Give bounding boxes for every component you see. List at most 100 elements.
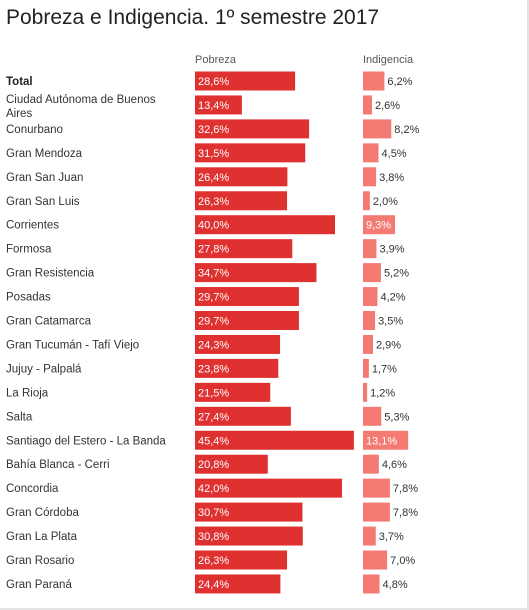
indigencia-value-label-gran-tucuman-tafi-viejo: 2,9% (376, 339, 401, 351)
category-label-santiago-del-estero-la-banda: Santiago del Estero - La Banda (6, 435, 166, 447)
indigencia-value-label-concordia: 7,8% (393, 483, 418, 495)
indigencia-bar-santiago-del-estero-la-banda (363, 430, 409, 450)
indigencia-bar-gran-rosario (363, 550, 388, 570)
indigencia-value-label-gran-cordoba: 7,8% (393, 507, 418, 519)
indigencia-bar-gran-resistencia (363, 263, 381, 283)
pobreza-bar-corrientes (195, 215, 335, 235)
indigencia-value-label-formosa: 3,9% (379, 244, 404, 256)
pobreza-value-label-jujuy-palpala: 23,8% (198, 363, 229, 375)
pobreza-value-label-posadas: 29,7% (198, 292, 229, 304)
pobreza-value-label-total: 28,6% (198, 76, 229, 88)
pobreza-value-label-conurbano: 32,6% (198, 124, 229, 136)
indigencia-bar-corrientes (363, 215, 396, 235)
indigencia-value-label-gran-la-plata: 3,7% (379, 531, 404, 543)
pobreza-bar-concordia (195, 478, 342, 498)
indigencia-value-label-gran-catamarca: 3,5% (378, 316, 403, 328)
indigencia-bar-posadas (363, 287, 378, 307)
pobreza-value-label-gran-cordoba: 30,7% (198, 507, 229, 519)
category-label-gran-san-juan: Gran San Juan (6, 172, 83, 184)
category-label-gran-catamarca: Gran Catamarca (6, 316, 92, 328)
indigencia-bar-bahia-blanca-cerri (363, 454, 379, 474)
indigencia-value-label-santiago-del-estero-la-banda: 13,1% (366, 435, 397, 447)
pobreza-bar-jujuy-palpala (195, 358, 279, 378)
indigencia-value-label-bahia-blanca-cerri: 4,6% (382, 459, 407, 471)
indigencia-bar-gran-parana (363, 574, 380, 594)
pobreza-bar-gran-san-luis (195, 191, 288, 211)
indigencia-value-label-salta: 5,3% (384, 411, 409, 423)
pobreza-column-header: Pobreza (195, 54, 237, 66)
category-label-gran-la-plata: Gran La Plata (6, 531, 78, 543)
pobreza-value-label-formosa: 27,8% (198, 244, 229, 256)
category-label-gran-parana: Gran Paraná (6, 579, 72, 591)
category-label-ciudad-autonoma-de-buenos-aires: Ciudad Autónoma de Buenos Aires (6, 94, 156, 120)
indigencia-value-label-gran-san-luis: 2,0% (373, 196, 398, 208)
pobreza-bar-ciudad-autonoma-de-buenos-aires (195, 95, 242, 115)
pobreza-bar-salta (195, 406, 291, 426)
pobreza-value-label-gran-la-plata: 30,8% (198, 531, 229, 543)
pobreza-value-label-gran-catamarca: 29,7% (198, 316, 229, 328)
indigencia-bar-jujuy-palpala (363, 358, 369, 378)
indigencia-value-label-gran-mendoza: 4,5% (382, 148, 407, 160)
indigencia-bar-la-rioja (363, 382, 368, 402)
category-label-la-rioja: La Rioja (6, 387, 49, 399)
pobreza-bar-posadas (195, 287, 299, 307)
pobreza-value-label-bahia-blanca-cerri: 20,8% (198, 459, 229, 471)
pobreza-value-label-gran-san-luis: 26,3% (198, 196, 229, 208)
pobreza-value-label-gran-san-juan: 26,4% (198, 172, 229, 184)
category-label-gran-cordoba: Gran Córdoba (6, 507, 79, 519)
indigencia-value-label-jujuy-palpala: 1,7% (372, 363, 397, 375)
indigencia-value-label-ciudad-autonoma-de-buenos-aires: 2,6% (375, 100, 400, 112)
indigencia-bar-conurbano (363, 119, 392, 139)
category-label-salta: Salta (6, 411, 33, 423)
indigencia-value-label-gran-resistencia: 5,2% (384, 268, 409, 280)
pobreza-bar-gran-cordoba (195, 502, 303, 522)
indigencia-value-label-la-rioja: 1,2% (370, 387, 395, 399)
indigencia-bar-gran-san-juan (363, 167, 377, 187)
indigencia-bar-gran-catamarca (363, 311, 376, 330)
category-label-gran-mendoza: Gran Mendoza (6, 148, 83, 160)
pobreza-value-label-concordia: 42,0% (198, 483, 229, 495)
category-label-corrientes: Corrientes (6, 220, 59, 232)
indigencia-value-label-posadas: 4,2% (380, 292, 405, 304)
pobreza-value-label-gran-parana: 24,4% (198, 579, 229, 591)
indigencia-bar-ciudad-autonoma-de-buenos-aires (363, 95, 372, 115)
category-label-gran-san-luis: Gran San Luis (6, 196, 80, 208)
pobreza-bar-gran-la-plata (195, 526, 303, 546)
pobreza-bar-total (195, 71, 296, 91)
pobreza-bar-gran-san-juan (195, 167, 288, 187)
category-label-formosa: Formosa (6, 244, 52, 256)
pobreza-bar-gran-mendoza (195, 143, 306, 163)
category-label-gran-rosario: Gran Rosario (6, 555, 74, 567)
pobreza-bar-gran-tucuman-tafi-viejo (195, 334, 281, 354)
pobreza-bar-bahia-blanca-cerri (195, 454, 268, 474)
indigencia-bar-concordia (363, 478, 390, 498)
category-label-bahia-blanca-cerri: Bahía Blanca - Cerri (6, 459, 110, 471)
category-label-jujuy-palpala: Jujuy - Palpalá (6, 363, 82, 375)
pobreza-bar-gran-parana (195, 574, 281, 594)
category-label-posadas: Posadas (6, 292, 51, 304)
indigencia-bar-salta (363, 406, 382, 426)
pobreza-bar-gran-rosario (195, 550, 288, 570)
pobreza-bar-santiago-del-estero-la-banda (195, 430, 354, 450)
pobreza-value-label-santiago-del-estero-la-banda: 45,4% (198, 435, 229, 447)
pobreza-value-label-salta: 27,4% (198, 411, 229, 423)
indigencia-value-label-corrientes: 9,3% (366, 220, 391, 232)
indigencia-bar-gran-mendoza (363, 143, 379, 163)
pobreza-value-label-gran-tucuman-tafi-viejo: 24,3% (198, 339, 229, 351)
pobreza-value-label-gran-mendoza: 31,5% (198, 148, 229, 160)
category-label-conurbano: Conurbano (6, 124, 63, 136)
indigencia-value-label-gran-rosario: 7,0% (390, 555, 415, 567)
category-label-concordia: Concordia (6, 483, 59, 495)
chart-title: Pobreza e Indigencia. 1º semestre 2017 (6, 6, 380, 29)
indigencia-column-header: Indigencia (363, 54, 414, 66)
pobreza-value-label-ciudad-autonoma-de-buenos-aires: 13,4% (198, 100, 229, 112)
pobreza-bar-la-rioja (195, 382, 271, 402)
pobreza-value-label-corrientes: 40,0% (198, 220, 229, 232)
category-label-total: Total (6, 76, 33, 88)
pobreza-value-label-la-rioja: 21,5% (198, 387, 229, 399)
pobreza-value-label-gran-rosario: 26,3% (198, 555, 229, 567)
category-label-gran-resistencia: Gran Resistencia (6, 268, 95, 280)
pobreza-bar-conurbano (195, 119, 310, 139)
